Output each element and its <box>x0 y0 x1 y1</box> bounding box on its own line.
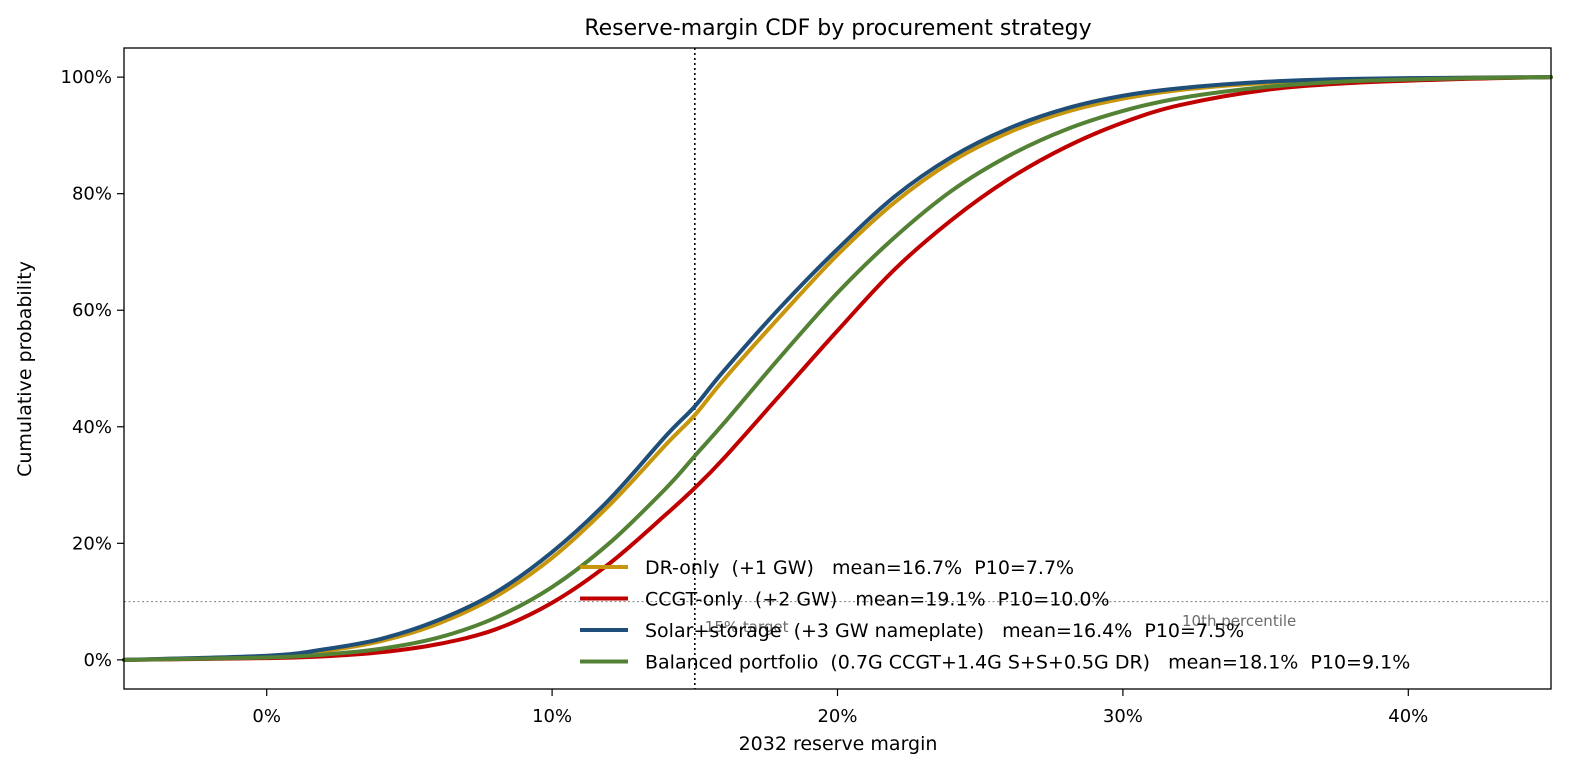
legend-label-2: CCGT-only (+2 GW) mean=19.1% P10=10.0% <box>645 589 1110 611</box>
y-tick-label: 60% <box>72 300 112 321</box>
series-line-3 <box>122 75 1553 662</box>
x-tick-label: 20% <box>817 706 857 727</box>
x-axis: 0% 10% 20% 30% 40% <box>252 689 1428 727</box>
x-tick-label: 40% <box>1388 706 1428 727</box>
y-tick-label: 20% <box>72 533 112 554</box>
legend-label-4: Balanced portfolio (0.7G CCGT+1.4G S+S+0… <box>645 652 1410 674</box>
series-line-4 <box>122 75 1553 662</box>
target-line-label: 15% target <box>705 618 789 636</box>
x-tick-label: 0% <box>252 706 281 727</box>
y-tick-label: 80% <box>72 184 112 205</box>
y-tick-label: 0% <box>83 650 112 671</box>
p10-line-label: 10th percentile <box>1182 612 1296 630</box>
legend-label-1: DR-only (+1 GW) mean=16.7% P10=7.7% <box>645 557 1074 579</box>
series-line-2 <box>122 75 1553 662</box>
legend-label-3: Solar+storage (+3 GW nameplate) mean=16.… <box>645 620 1244 642</box>
y-tick-label: 100% <box>61 67 112 88</box>
x-axis-title: 2032 reserve margin <box>739 733 938 755</box>
x-tick-label: 10% <box>532 706 572 727</box>
chart-title: Reserve-margin CDF by procurement strate… <box>584 16 1091 41</box>
series-lines <box>122 75 1553 662</box>
y-tick-label: 40% <box>72 417 112 438</box>
y-axis: 0% 20% 40% 60% 80% 100% <box>61 67 124 671</box>
y-axis-title: Cumulative probability <box>14 261 36 477</box>
x-tick-label: 30% <box>1103 706 1143 727</box>
reference-lines: 15% target 10th percentile <box>124 48 1551 689</box>
legend: DR-only (+1 GW) mean=16.7% P10=7.7% CCGT-… <box>580 557 1410 674</box>
